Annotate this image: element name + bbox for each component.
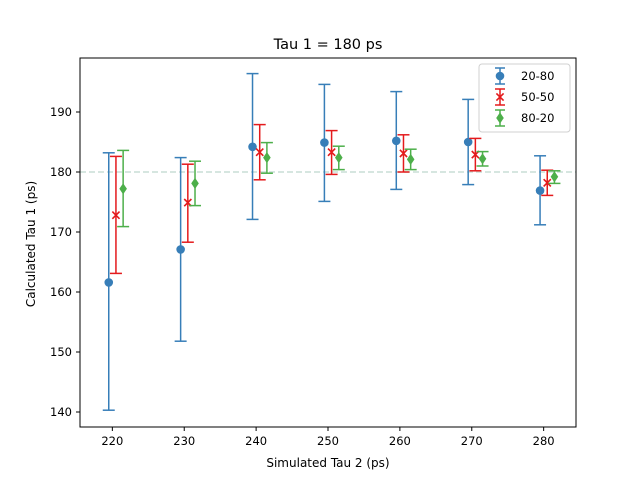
legend-label: 80-20: [521, 111, 554, 125]
data-point: [391, 136, 401, 146]
legend-label: 20-80: [521, 69, 554, 83]
data-point: [248, 142, 257, 152]
data-point: [327, 148, 336, 157]
data-point: [535, 186, 545, 195]
data-point: [399, 149, 408, 158]
x-axis-label: Simulated Tau 2 (ps): [266, 456, 389, 470]
data-point: [543, 178, 552, 187]
legend-marker: [495, 92, 505, 102]
data-point: [255, 148, 264, 157]
legend-label: 50-50: [521, 90, 554, 104]
data-point: [463, 137, 473, 147]
plot-area: 220 230 240 250 260 270 280 140 150 160 170 180 190: [50, 57, 577, 448]
x-tick-label: 230: [173, 434, 195, 448]
y-tick-label: 150: [50, 345, 72, 359]
data-point: [263, 152, 271, 164]
x-tick-label: 270: [461, 434, 483, 448]
x-tick-label: 260: [389, 434, 411, 448]
data-point: [111, 211, 121, 220]
data-point: [334, 152, 343, 164]
chart-title: Tau 1 = 180 ps: [273, 37, 383, 53]
x-tick-label: 240: [245, 434, 267, 448]
data-point: [406, 153, 415, 165]
y-tick-label: 160: [50, 285, 72, 299]
legend-marker: [496, 112, 504, 124]
y-axis-label: Calculated Tau 1 (ps): [24, 181, 38, 307]
data-point: [191, 177, 199, 189]
data-point: [176, 245, 185, 254]
data-point: [320, 138, 329, 147]
data-point: [478, 153, 487, 165]
data-point: [550, 171, 559, 183]
x-tick-label: 250: [317, 434, 339, 448]
x-tick-label: 280: [533, 434, 555, 448]
y-tick-label: 180: [50, 165, 72, 179]
data-point: [104, 278, 114, 287]
x-tick-label: 220: [101, 434, 123, 448]
y-tick-label: 140: [50, 405, 72, 419]
y-tick-label: 170: [50, 225, 72, 239]
legend-marker: [495, 71, 505, 81]
y-tick-label: 190: [50, 105, 72, 119]
legend: 20-80 50-50 80-20: [478, 63, 571, 133]
data-point: [119, 183, 127, 195]
